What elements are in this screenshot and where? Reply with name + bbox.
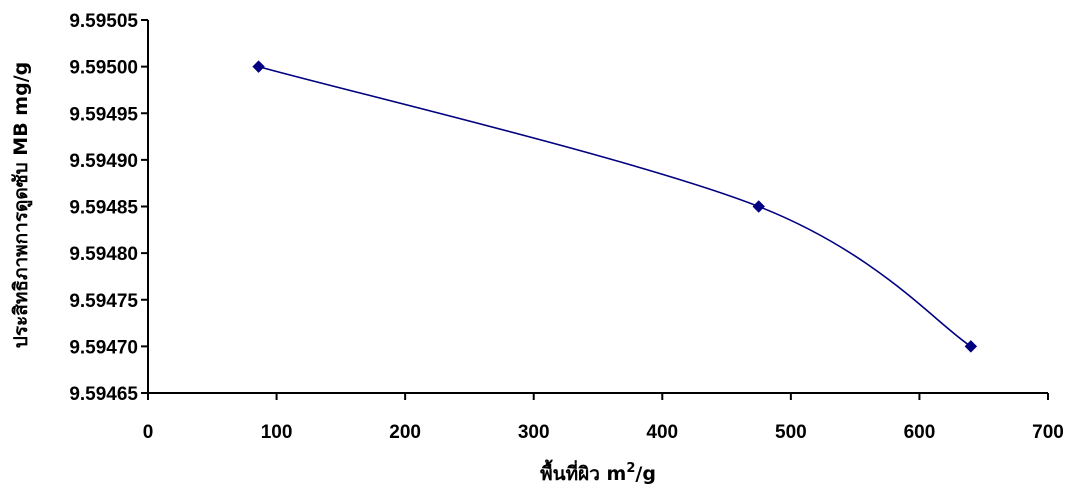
- y-tick-label: 9.59465: [69, 384, 138, 405]
- y-tick-label: 9.59490: [69, 151, 138, 172]
- x-axis-title: พื้นที่ผิว m2/g: [540, 459, 656, 485]
- x-tick-label: 100: [261, 422, 293, 443]
- x-tick-label: 300: [518, 422, 550, 443]
- plot-area: [252, 60, 978, 353]
- y-tick-label: 9.59475: [69, 291, 138, 312]
- x-tick-label: 700: [1032, 422, 1064, 443]
- data-point-marker: [252, 60, 265, 73]
- y-tick-label: 9.59500: [69, 58, 138, 79]
- data-point-marker: [752, 200, 765, 213]
- x-tick-label: 500: [775, 422, 807, 443]
- y-tick-label: 9.59480: [69, 244, 138, 265]
- y-tick-label: 9.59505: [69, 11, 138, 32]
- y-axis-title: ประสิทธิภาพการดูดซับ MB mg/g: [10, 62, 33, 348]
- y-tick-label: 9.59485: [69, 198, 138, 219]
- y-tick-label: 9.59495: [69, 104, 138, 125]
- x-tick-label: 600: [904, 422, 936, 443]
- x-axis: 0 100 200 300 400 500 600 700: [143, 392, 1064, 443]
- series-line: [258, 65, 972, 348]
- x-tick-label: 0: [143, 422, 154, 443]
- y-axis: 9.59465 9.59470 9.59475 9.59480 9.59485 9.594…: [69, 11, 149, 405]
- data-point-marker: [964, 340, 978, 353]
- x-tick-label: 200: [389, 422, 421, 443]
- y-tick-label: 9.59470: [69, 337, 138, 358]
- x-tick-label: 400: [646, 422, 678, 443]
